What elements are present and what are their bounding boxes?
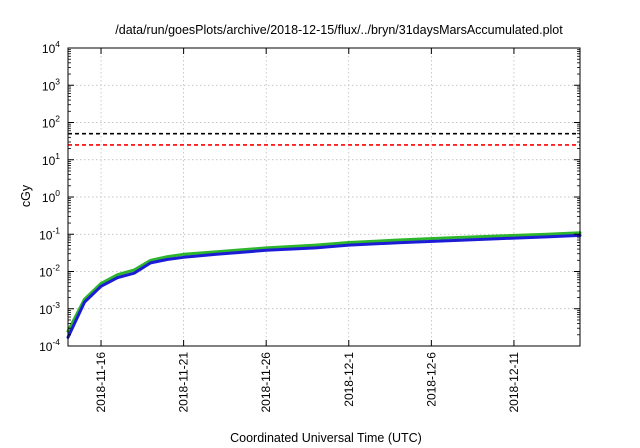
y-tick-label: 10-2: [39, 263, 60, 280]
axis-ticks: [68, 47, 580, 347]
series-line: [66, 231, 582, 333]
x-tick-label: 2018-11-26: [259, 352, 273, 413]
y-axis-label: cGy: [19, 184, 33, 207]
y-tick-label: 102: [42, 114, 60, 131]
y-tick-label: 103: [42, 76, 60, 93]
x-tick-labels: 2018-11-16 2018-11-21 2018-11-26 2018-12-1 2…: [94, 352, 521, 413]
x-tick-label: 2018-11-16: [94, 352, 108, 413]
x-tick-label: 2018-11-21: [177, 352, 191, 413]
y-tick-label: 100: [42, 188, 60, 205]
x-tick-label: 2018-12-1: [342, 352, 356, 407]
y-tick-labels: 10-4 10-3 10-2 10-1 100 101 102 103 104: [39, 39, 60, 354]
reference-lines: [68, 132, 580, 146]
grid: [68, 48, 580, 346]
y-tick-label: 10-4: [39, 337, 60, 354]
x-tick-label: 2018-12-11: [507, 352, 521, 413]
y-tick-label: 10-1: [39, 225, 60, 242]
x-axis-label: Coordinated Universal Time (UTC): [230, 431, 422, 445]
series-lines: [66, 231, 582, 339]
y-tick-label: 104: [42, 39, 60, 56]
x-tick-label: 2018-12-6: [424, 352, 438, 407]
y-tick-label: 101: [42, 151, 60, 168]
series-line: [66, 233, 582, 339]
chart-title: /data/run/goesPlots/archive/2018-12-15/f…: [115, 23, 563, 37]
y-tick-label: 10-3: [39, 300, 60, 317]
